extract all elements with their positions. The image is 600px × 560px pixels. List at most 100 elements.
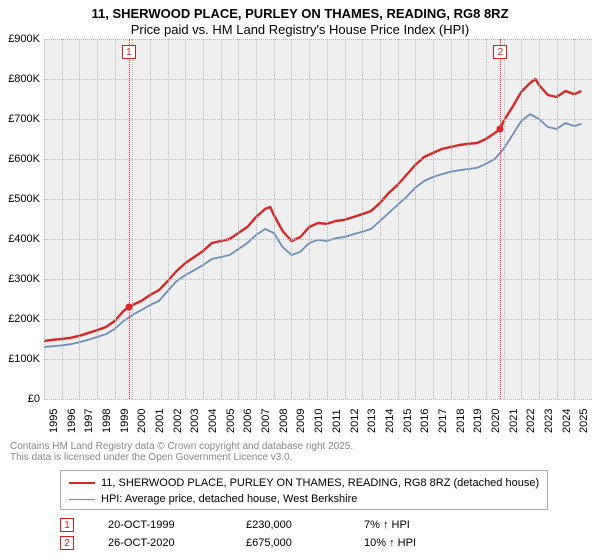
x-axis-label: 2023 — [543, 409, 555, 433]
gridline-vertical — [574, 39, 575, 399]
sale-marker-number: 2 — [493, 45, 507, 59]
gridline-horizontal — [44, 239, 592, 240]
gridline-vertical — [150, 39, 151, 399]
legend-swatch — [69, 499, 95, 500]
gridline-vertical — [451, 39, 452, 399]
x-axis-label: 1998 — [101, 409, 113, 433]
gridline-vertical — [345, 39, 346, 399]
x-axis-label: 2017 — [437, 409, 449, 433]
annotation-row: 2 26-OCT-2020 £675,000 10% ↑ HPI — [60, 534, 590, 552]
x-axis-label: 1997 — [83, 409, 95, 433]
x-axis-label: 2016 — [419, 409, 431, 433]
annotation-price: £675,000 — [246, 537, 336, 549]
gridline-horizontal — [44, 279, 592, 280]
gridline-horizontal — [44, 159, 592, 160]
footer-line1: Contains HM Land Registry data © Crown c… — [10, 441, 590, 452]
gridline-vertical — [256, 39, 257, 399]
chart-lines-svg — [44, 39, 592, 399]
x-axis-label: 2002 — [172, 409, 184, 433]
x-axis-label: 2018 — [455, 409, 467, 433]
gridline-vertical — [398, 39, 399, 399]
annotation-price: £230,000 — [246, 519, 336, 531]
x-axis-label: 2007 — [260, 409, 272, 433]
x-axis-label: 2019 — [472, 409, 484, 433]
gridline-vertical — [185, 39, 186, 399]
legend-row: 11, SHERWOOD PLACE, PURLEY ON THAMES, RE… — [69, 475, 539, 491]
gridline-vertical — [433, 39, 434, 399]
gridline-horizontal — [44, 359, 592, 360]
gridline-vertical — [380, 39, 381, 399]
y-axis-label: £200K — [0, 313, 40, 325]
gridline-vertical — [168, 39, 169, 399]
gridline-vertical — [238, 39, 239, 399]
gridline-vertical — [97, 39, 98, 399]
gridline-vertical — [221, 39, 222, 399]
y-axis-label: £400K — [0, 233, 40, 245]
x-axis-label: 2011 — [331, 409, 343, 433]
annotation-delta: 10% ↑ HPI — [364, 537, 416, 549]
gridline-vertical — [362, 39, 363, 399]
legend-swatch — [69, 482, 95, 484]
x-axis-label: 2008 — [278, 409, 290, 433]
x-axis-label: 2000 — [136, 409, 148, 433]
sale-marker-line — [129, 39, 130, 399]
gridline-vertical — [291, 39, 292, 399]
gridline-vertical — [62, 39, 63, 399]
x-axis-label: 1999 — [119, 409, 131, 433]
x-axis-label: 2009 — [295, 409, 307, 433]
gridline-horizontal — [44, 79, 592, 80]
footer-line2: This data is licensed under the Open Gov… — [10, 452, 590, 463]
gridline-vertical — [415, 39, 416, 399]
x-axis-label: 2013 — [366, 409, 378, 433]
legend-row: HPI: Average price, detached house, West… — [69, 491, 539, 507]
y-axis-label: £800K — [0, 73, 40, 85]
gridline-vertical — [327, 39, 328, 399]
y-axis-label: £900K — [0, 33, 40, 45]
y-axis-label: £300K — [0, 273, 40, 285]
gridline-vertical — [274, 39, 275, 399]
x-axis-label: 2022 — [525, 409, 537, 433]
gridline-vertical — [132, 39, 133, 399]
chart-subtitle: Price paid vs. HM Land Registry's House … — [8, 22, 592, 37]
y-axis-label: £500K — [0, 193, 40, 205]
x-axis-label: 2004 — [207, 409, 219, 433]
x-axis-label: 2024 — [561, 409, 573, 433]
chart-title-block: 11, SHERWOOD PLACE, PURLEY ON THAMES, RE… — [0, 0, 600, 39]
gridline-vertical — [539, 39, 540, 399]
sale-marker-line — [500, 39, 501, 399]
y-axis-label: £0 — [0, 393, 40, 405]
gridline-vertical — [504, 39, 505, 399]
footer-attribution: Contains HM Land Registry data © Crown c… — [0, 439, 600, 465]
sale-annotations: 120-OCT-1999£230,0007% ↑ HPI226-OCT-2020… — [60, 516, 590, 552]
plot-area: 12 — [44, 39, 592, 399]
gridline-vertical — [203, 39, 204, 399]
y-axis-label: £700K — [0, 113, 40, 125]
x-axis-label: 1996 — [66, 409, 78, 433]
chart-title-address: 11, SHERWOOD PLACE, PURLEY ON THAMES, RE… — [8, 6, 592, 21]
annotation-row: 120-OCT-1999£230,0007% ↑ HPI — [60, 516, 590, 534]
gridline-vertical — [468, 39, 469, 399]
gridline-vertical — [79, 39, 80, 399]
gridline-vertical — [486, 39, 487, 399]
annotation-delta: 7% ↑ HPI — [364, 519, 410, 531]
legend-box: 11, SHERWOOD PLACE, PURLEY ON THAMES, RE… — [60, 470, 548, 510]
legend-label: 11, SHERWOOD PLACE, PURLEY ON THAMES, RE… — [101, 477, 539, 489]
x-axis-label: 2003 — [189, 409, 201, 433]
gridline-horizontal — [44, 199, 592, 200]
gridline-vertical — [521, 39, 522, 399]
gridline-vertical — [309, 39, 310, 399]
annotation-number: 2 — [60, 536, 74, 550]
gridline-vertical — [557, 39, 558, 399]
x-axis-label: 2010 — [313, 409, 325, 433]
chart-area: 12 £0£100K£200K£300K£400K£500K£600K£700K… — [0, 39, 600, 439]
x-axis-label: 2014 — [384, 409, 396, 433]
x-axis-label: 2006 — [242, 409, 254, 433]
x-axis-label: 2025 — [578, 409, 590, 433]
y-axis-label: £100K — [0, 353, 40, 365]
annotation-date: 26-OCT-2020 — [108, 537, 218, 549]
x-axis-label: 2020 — [490, 409, 502, 433]
x-axis-label: 1995 — [48, 409, 60, 433]
sale-marker-dot — [497, 126, 504, 133]
gridline-vertical — [44, 39, 45, 399]
gridline-horizontal — [44, 399, 592, 400]
